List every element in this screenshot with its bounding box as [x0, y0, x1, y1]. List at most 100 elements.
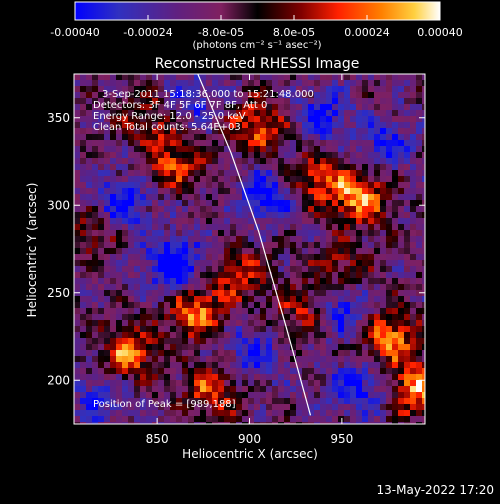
heatmap-cell [314, 236, 321, 243]
heatmap-cell [194, 362, 201, 369]
heatmap-cell [272, 392, 279, 399]
heatmap-cell [356, 302, 363, 309]
heatmap-cell [86, 416, 93, 423]
heatmap-cell [338, 398, 345, 405]
heatmap-cell [362, 140, 369, 147]
heatmap-cell [230, 152, 237, 159]
heatmap-cell [224, 332, 231, 339]
heatmap-cell [164, 98, 171, 105]
heatmap-cell [152, 284, 159, 291]
heatmap-cell [362, 254, 369, 261]
heatmap-cell [344, 260, 351, 267]
x-tick-label: 900 [238, 432, 261, 446]
heatmap-cell [326, 164, 333, 171]
heatmap-cell [110, 296, 117, 303]
heatmap-cell [368, 74, 375, 81]
heatmap-cell [284, 224, 291, 231]
heatmap-cell [104, 386, 111, 393]
heatmap-cell [374, 122, 381, 129]
heatmap-cell [392, 98, 399, 105]
heatmap-cell [278, 422, 285, 424]
heatmap-cell [350, 152, 357, 159]
heatmap-cell [110, 188, 117, 195]
heatmap-cell [140, 314, 147, 321]
heatmap-cell [380, 290, 387, 297]
heatmap-cell [362, 302, 369, 309]
heatmap-cell [74, 254, 81, 261]
heatmap-cell [308, 350, 315, 357]
heatmap-cell [92, 116, 99, 123]
heatmap-cell [146, 140, 153, 147]
heatmap-cell [410, 308, 417, 315]
heatmap-cell [218, 158, 225, 165]
heatmap-cell [224, 128, 231, 135]
heatmap-cell [122, 296, 129, 303]
heatmap-cell [422, 260, 425, 267]
heatmap-cell [236, 182, 243, 189]
heatmap-cell [140, 374, 147, 381]
heatmap-cell [176, 260, 183, 267]
heatmap-cell [182, 260, 189, 267]
heatmap-cell [80, 152, 87, 159]
heatmap-cell [374, 416, 381, 423]
heatmap-cell [344, 110, 351, 117]
heatmap-cell [344, 158, 351, 165]
heatmap-cell [164, 146, 171, 153]
heatmap-cell [98, 188, 105, 195]
heatmap-cell [152, 110, 159, 117]
heatmap-cell [86, 206, 93, 213]
heatmap-cell [392, 80, 399, 87]
heatmap-cell [392, 218, 399, 225]
heatmap-cell [278, 218, 285, 225]
heatmap-cell [278, 332, 285, 339]
heatmap-cell [80, 254, 87, 261]
heatmap-cell [248, 398, 255, 405]
heatmap-cell [326, 398, 333, 405]
heatmap-cell [92, 224, 99, 231]
heatmap-cell [278, 236, 285, 243]
heatmap-cell [104, 326, 111, 333]
heatmap-cell [266, 212, 273, 219]
heatmap-cell [278, 128, 285, 135]
heatmap-cell [140, 356, 147, 363]
heatmap-cell [278, 338, 285, 345]
heatmap-cell [116, 326, 123, 333]
heatmap-cell [308, 404, 315, 411]
heatmap-cell [242, 212, 249, 219]
heatmap-cell [80, 284, 87, 291]
heatmap-cell [248, 164, 255, 171]
heatmap-cell [104, 218, 111, 225]
heatmap-cell [380, 338, 387, 345]
heatmap-cell [344, 230, 351, 237]
heatmap-cell [272, 230, 279, 237]
heatmap-cell [422, 122, 425, 129]
heatmap-cell [98, 344, 105, 351]
heatmap-cell [338, 176, 345, 183]
heatmap-cell [368, 404, 375, 411]
heatmap-cell [254, 326, 261, 333]
heatmap-cell [350, 338, 357, 345]
heatmap-cell [392, 356, 399, 363]
heatmap-cell [314, 272, 321, 279]
heatmap-cell [368, 332, 375, 339]
heatmap-cell [302, 374, 309, 381]
heatmap-cell [350, 188, 357, 195]
heatmap-cell [386, 314, 393, 321]
heatmap-cell [98, 254, 105, 261]
heatmap-cell [224, 278, 231, 285]
heatmap-cell [146, 92, 153, 99]
heatmap-cell [122, 206, 129, 213]
heatmap-cell [338, 314, 345, 321]
heatmap-cell [326, 260, 333, 267]
heatmap-cell [128, 326, 135, 333]
heatmap-cell [272, 236, 279, 243]
heatmap-cell [152, 326, 159, 333]
heatmap-cell [206, 266, 213, 273]
heatmap-cell [104, 380, 111, 387]
heatmap-cell [110, 314, 117, 321]
heatmap-cell [110, 236, 117, 243]
heatmap-cell [314, 410, 321, 417]
heatmap-cell [296, 326, 303, 333]
heatmap-cell [140, 332, 147, 339]
heatmap-cell [236, 110, 243, 117]
